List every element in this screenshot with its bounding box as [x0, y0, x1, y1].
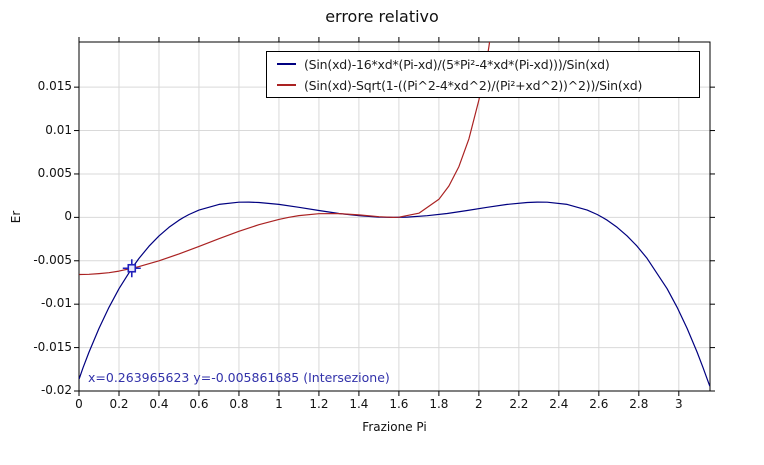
y-tick-label: -0.02	[40, 383, 72, 397]
legend-line-sample-blue	[277, 63, 296, 65]
x-tick-label: 1.2	[309, 397, 329, 411]
x-tick-label: 0.8	[229, 397, 249, 411]
x-tick-label: 0.2	[109, 397, 129, 411]
x-tick-label: 1	[275, 397, 283, 411]
intersection-label: x=0.263965623 y=-0.005861685 (Intersezio…	[88, 370, 390, 385]
x-tick-label: 0	[75, 397, 83, 411]
x-tick-label: 3	[674, 397, 683, 411]
x-tick-label: 2.6	[589, 397, 609, 411]
legend-label-bhaskara-sine: (Sin(xd)-16*xd*(Pi-xd)/(5*Pi²-4*xd*(Pi-x…	[304, 56, 610, 72]
y-tick-label: -0.01	[40, 296, 72, 311]
legend-entry-bhaskara-sine: (Sin(xd)-16*xd*(Pi-xd)/(5*Pi²-4*xd*(Pi-x…	[267, 55, 699, 74]
x-tick-label: 1.4	[349, 397, 369, 411]
x-tick-label: 2	[475, 397, 483, 411]
y-tick-label: 0.005	[37, 165, 72, 180]
legend-label-cosine-sqrt: (Sin(xd)-Sqrt(1-((Pi^2-4*xd^2)/(Pi²+xd^2…	[304, 77, 643, 93]
y-tick-label: -0.015	[33, 339, 72, 354]
series-bhaskara-sine-curve[interactable]	[79, 201, 710, 387]
y-tick-label: -0.005	[33, 252, 72, 267]
x-tick-label: 2.8	[629, 397, 649, 411]
x-tick-label: 0.6	[189, 397, 209, 411]
x-axis-label: Frazione Pi	[362, 420, 427, 434]
x-tick-label: 1.6	[389, 397, 409, 411]
y-tick-label: 0.01	[45, 122, 72, 137]
y-tick-label: 0	[64, 209, 72, 224]
x-tick-label: 2.2	[509, 397, 529, 411]
x-tick-label: 1.8	[429, 397, 449, 411]
plot-border	[78, 41, 711, 392]
legend-entry-cosine-sqrt: (Sin(xd)-Sqrt(1-((Pi^2-4*xd^2)/(Pi²+xd^2…	[267, 76, 699, 95]
x-tick-label: 2.4	[549, 397, 569, 411]
y-tick-label: 0.015	[37, 79, 72, 94]
intersection-marker	[122, 259, 141, 278]
chart-title: errore relativo	[325, 7, 439, 26]
x-tick-label: 0.4	[149, 397, 169, 411]
legend-box: (Sin(xd)-16*xd*(Pi-xd)/(5*Pi²-4*xd*(Pi-x…	[266, 51, 700, 98]
legend-line-sample-red	[277, 84, 296, 86]
